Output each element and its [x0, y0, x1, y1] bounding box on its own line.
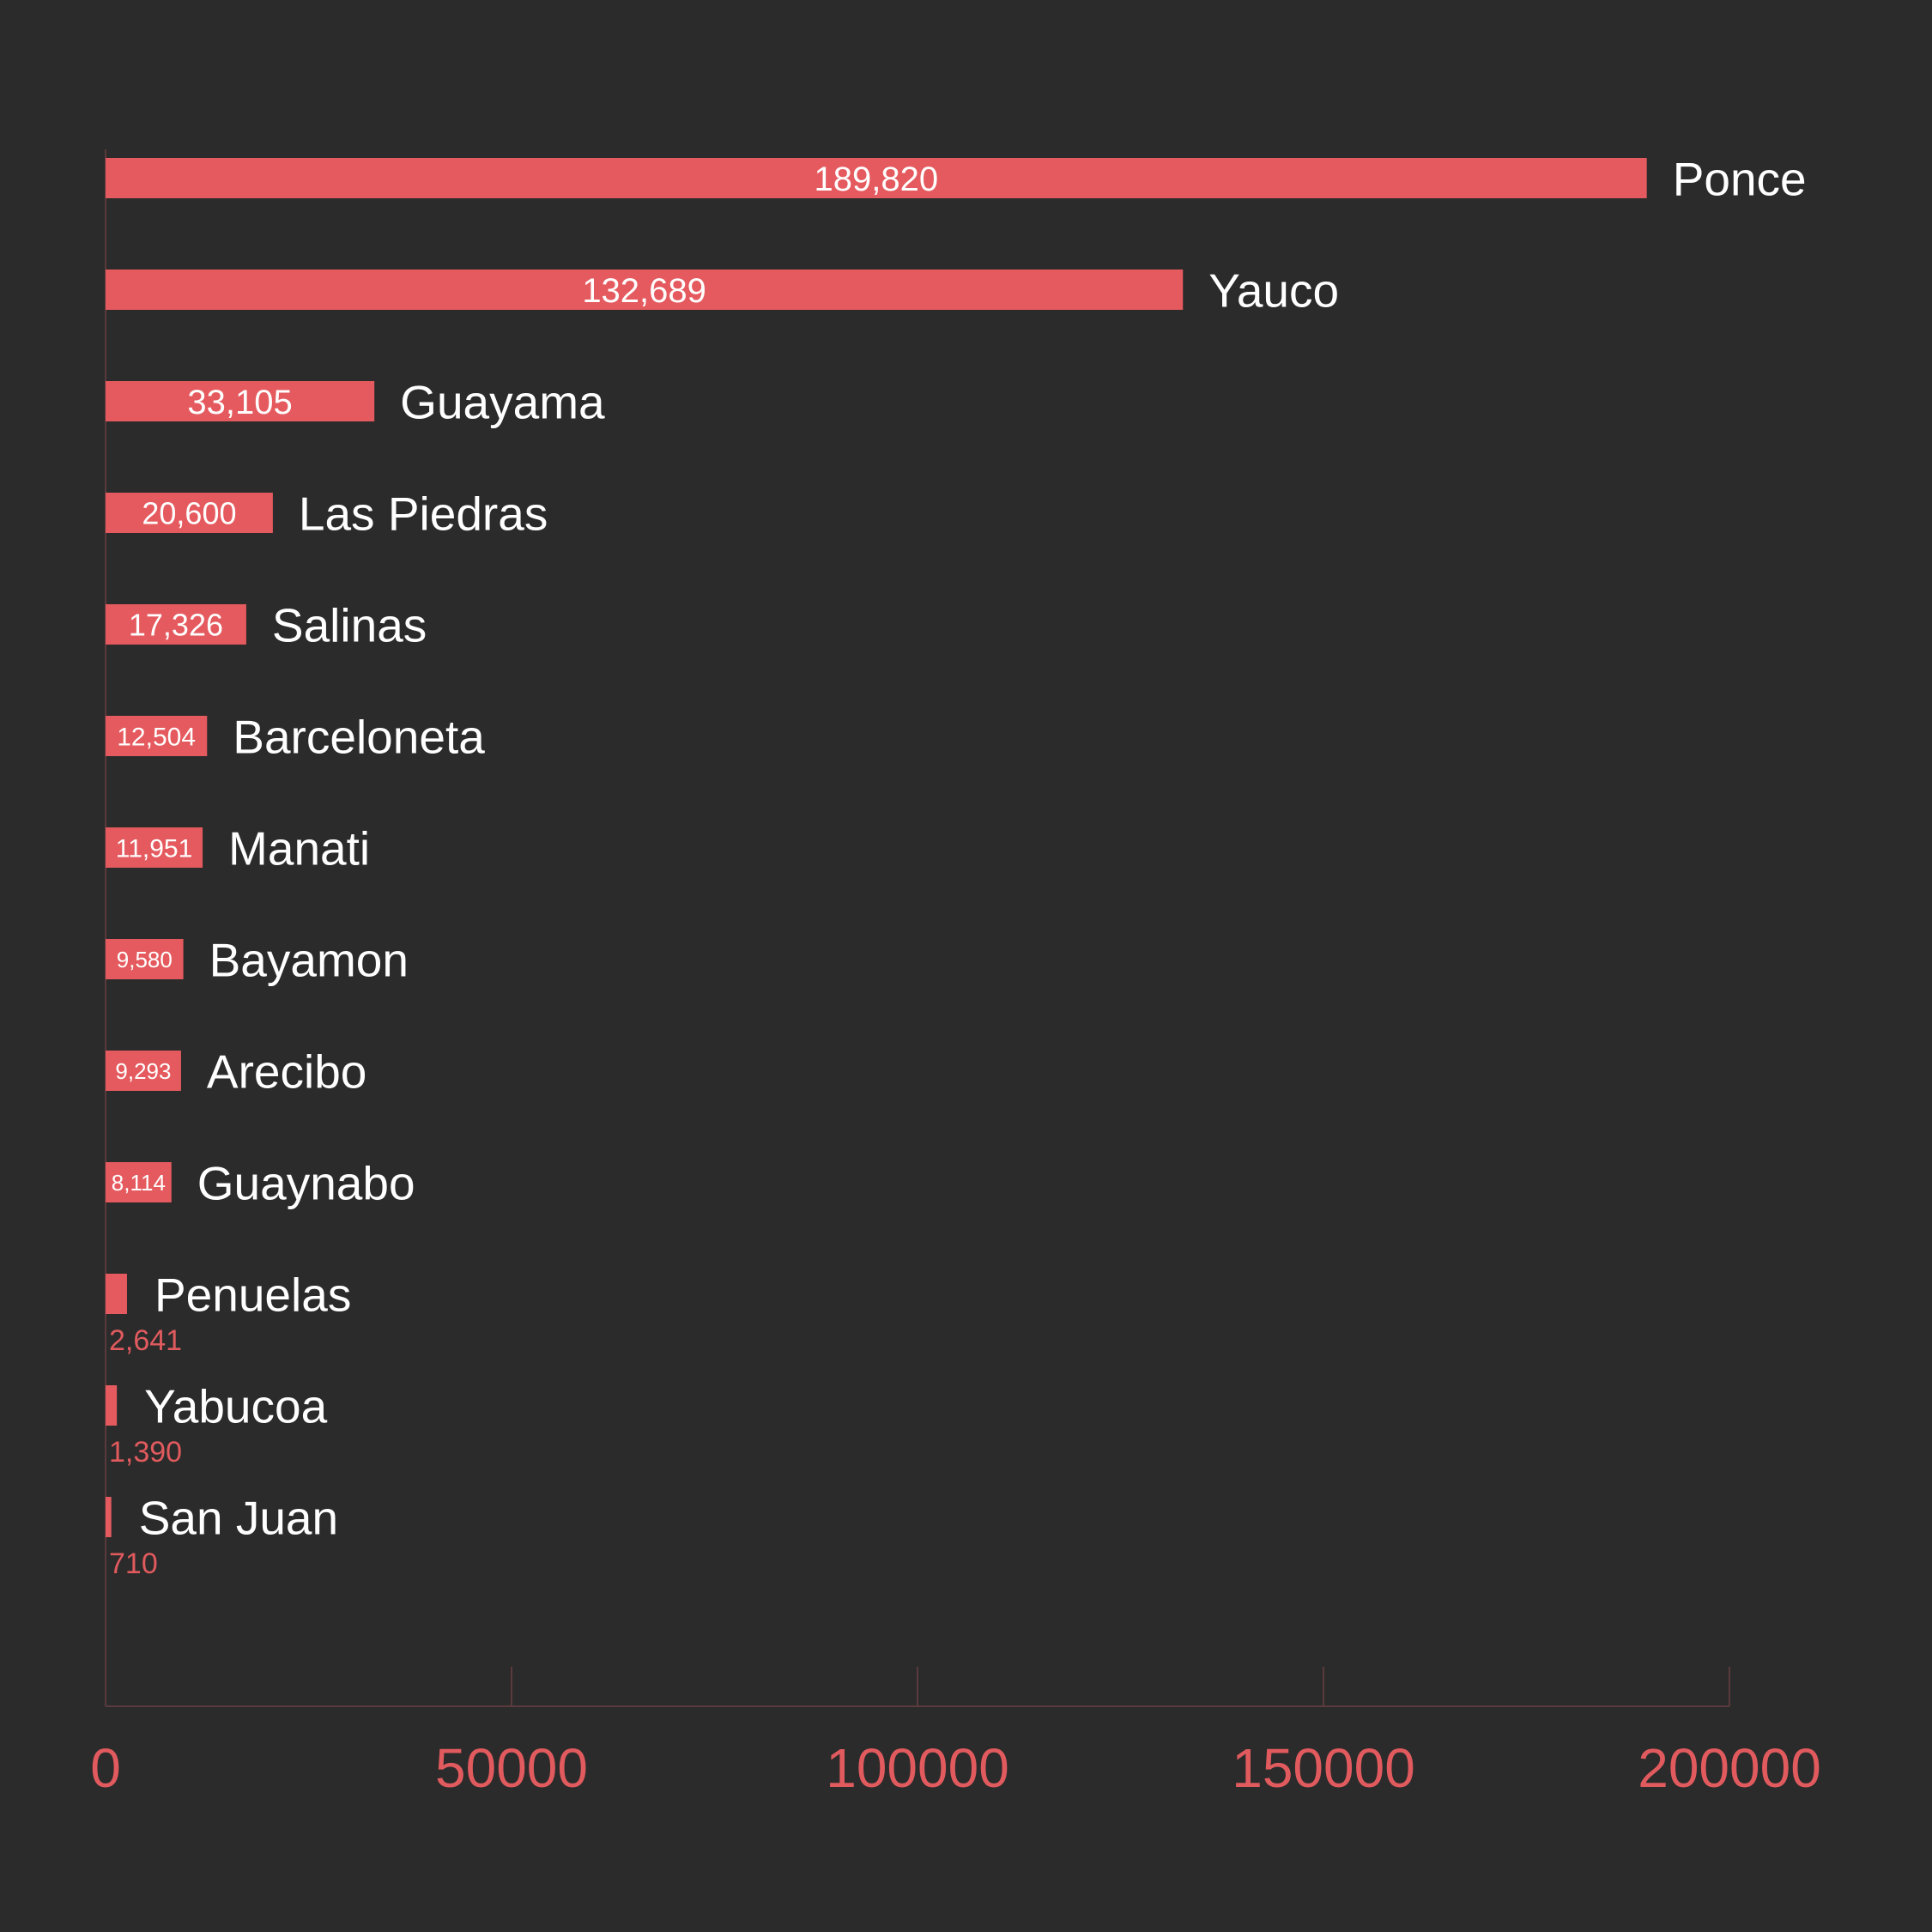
- value-label: 189,820: [815, 160, 939, 198]
- bar: [106, 1274, 127, 1314]
- value-label: 9,293: [115, 1058, 171, 1084]
- category-label: Manati: [228, 822, 370, 875]
- bar: [106, 1051, 181, 1091]
- category-label: Barceloneta: [233, 711, 485, 764]
- value-label: 8,114: [112, 1170, 166, 1196]
- value-label: 17,326: [129, 607, 223, 642]
- bar: [106, 939, 184, 979]
- bar: [106, 1162, 172, 1202]
- category-label: Guaynabo: [197, 1157, 415, 1210]
- value-label: 710: [109, 1547, 158, 1580]
- category-label: Las Piedras: [299, 488, 548, 541]
- category-label: Salinas: [272, 599, 427, 652]
- x-tick-label: 150000: [1232, 1737, 1415, 1799]
- x-tick-label: 0: [90, 1737, 121, 1799]
- category-label: Arecibo: [207, 1045, 366, 1099]
- bar: [106, 827, 203, 868]
- bar: [106, 716, 208, 756]
- x-tick-label: 200000: [1638, 1737, 1821, 1799]
- category-label: Penuelas: [154, 1269, 351, 1322]
- category-label: San Juan: [139, 1492, 338, 1545]
- category-label: Guayama: [400, 376, 605, 429]
- bars: [106, 158, 1647, 1537]
- value-label: 2,641: [109, 1324, 182, 1357]
- bar: [106, 270, 1184, 310]
- bar: [106, 604, 246, 645]
- labels: 189,820 Ponce 132,689 Yauco 33,105 Guayama 20,…: [109, 153, 1807, 1581]
- x-axis: 0 50000 100000 150000 200000: [90, 149, 1821, 1799]
- x-tick-label: 50000: [435, 1737, 588, 1799]
- value-label: 132,689: [582, 272, 706, 310]
- x-tick-label: 100000: [826, 1737, 1009, 1799]
- bar: [106, 1497, 112, 1537]
- value-label: 33,105: [187, 384, 292, 421]
- category-label: Yauco: [1208, 264, 1339, 318]
- value-label: 9,580: [117, 947, 173, 972]
- category-label: Ponce: [1673, 153, 1807, 206]
- bar: [106, 381, 375, 421]
- category-label: Yabucoa: [144, 1380, 327, 1433]
- bar: [106, 493, 273, 533]
- bar: [106, 158, 1647, 198]
- value-label: 12,504: [117, 723, 196, 751]
- bar: [106, 1385, 118, 1426]
- value-label: 20,600: [142, 495, 236, 530]
- category-label: Bayamon: [209, 934, 409, 987]
- value-label: 11,951: [116, 834, 193, 863]
- value-label: 1,390: [109, 1436, 182, 1469]
